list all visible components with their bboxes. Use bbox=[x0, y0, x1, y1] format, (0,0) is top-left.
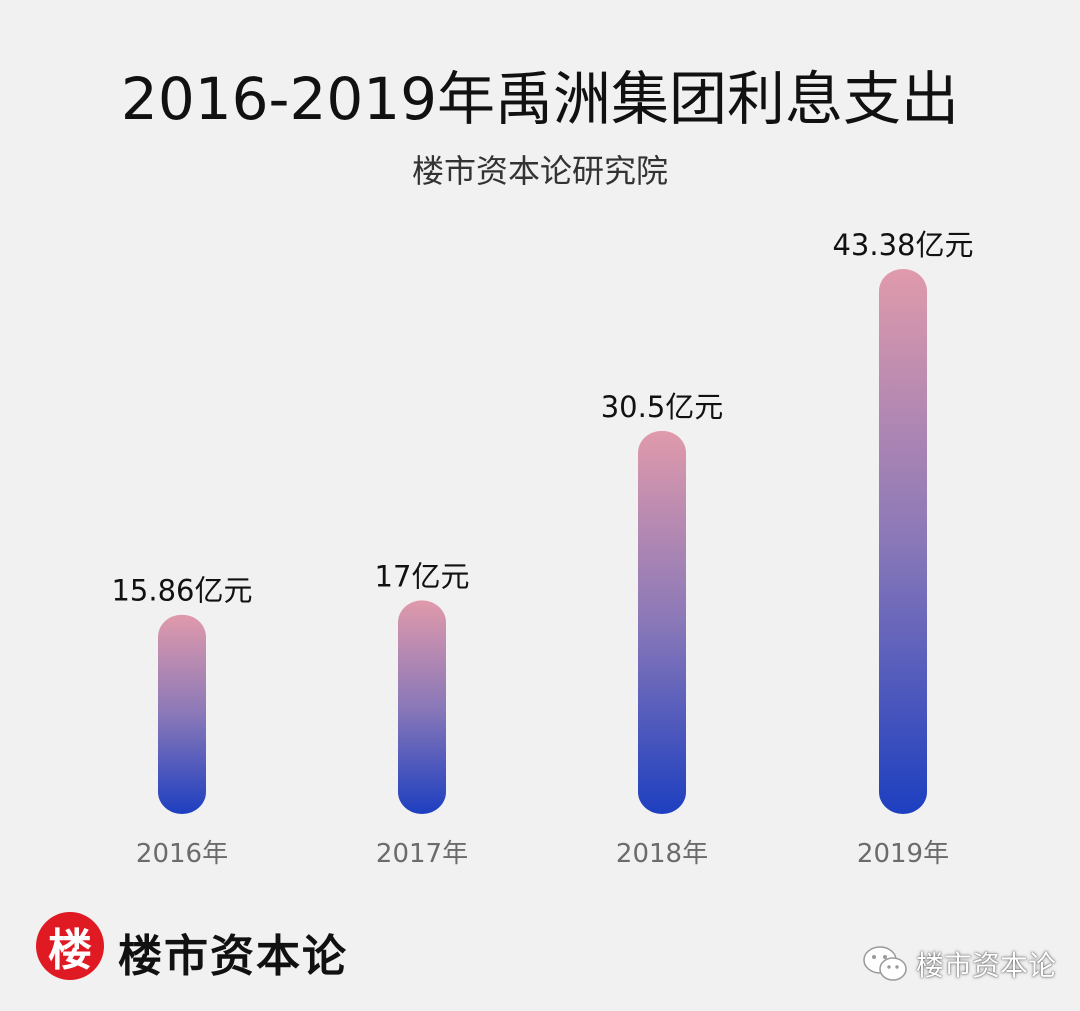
category-label-3: 2019年 bbox=[857, 839, 949, 869]
brand-logo-icon: 楼 bbox=[36, 912, 104, 980]
wechat-icon bbox=[863, 946, 907, 981]
wechat-account-label: 楼市资本论 bbox=[916, 949, 1057, 982]
bar-value-label-1: 17亿元 bbox=[375, 559, 470, 593]
brand-name: 楼市资本论 bbox=[118, 931, 348, 982]
chart-title: 2016-2019年禹洲集团利息支出 bbox=[120, 65, 960, 133]
bar-value-label-3: 43.38亿元 bbox=[832, 228, 973, 262]
bar-2 bbox=[638, 430, 686, 814]
chart-subtitle: 楼市资本论研究院 bbox=[411, 152, 668, 190]
category-label-1: 2017年 bbox=[376, 839, 468, 869]
bar-1 bbox=[398, 600, 446, 814]
bar-0 bbox=[158, 614, 206, 814]
category-label-2: 2018年 bbox=[616, 839, 708, 869]
bar-3 bbox=[879, 269, 927, 814]
bar-value-label-0: 15.86亿元 bbox=[111, 574, 252, 608]
wechat-account: 楼市资本论 bbox=[862, 944, 1056, 984]
bars-group: 15.86亿元 2016年 17亿元 2017年 30.5亿元 2018年 43.38亿元 2… bbox=[111, 228, 973, 869]
category-label-0: 2016年 bbox=[136, 839, 228, 869]
bar-value-label-2: 30.5亿元 bbox=[601, 390, 724, 424]
bar-chart: 15.86亿元 2016年 17亿元 2017年 30.5亿元 2018年 43.38亿元 2… bbox=[111, 228, 973, 869]
